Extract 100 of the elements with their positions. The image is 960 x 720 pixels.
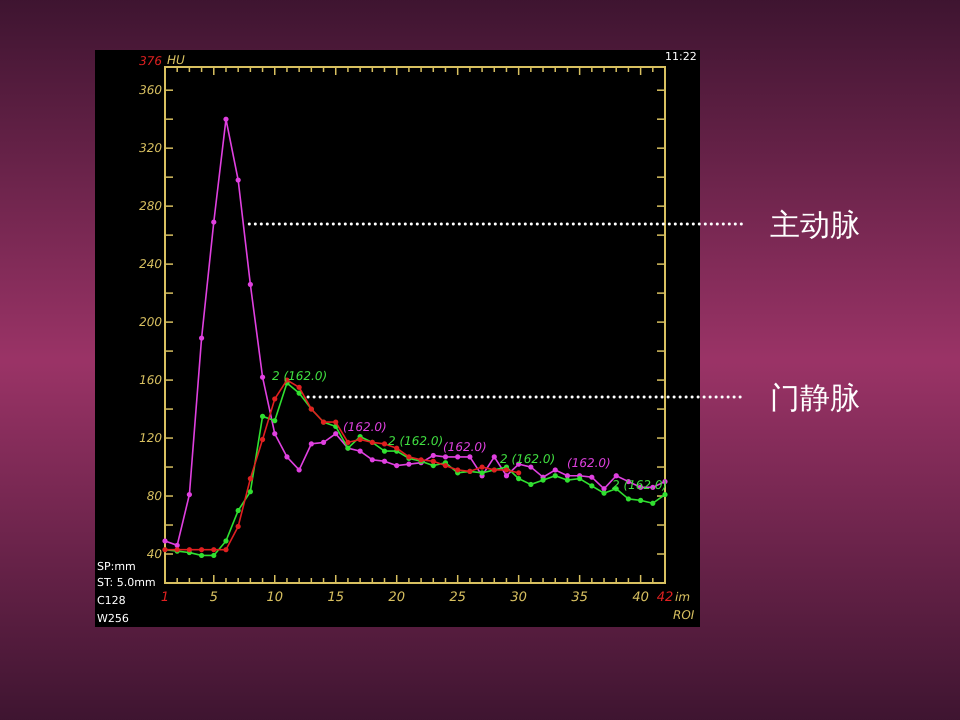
point xyxy=(540,477,546,483)
point xyxy=(638,498,644,503)
point xyxy=(186,492,192,498)
annotation: 2 (162.0) xyxy=(272,369,328,383)
point xyxy=(223,547,229,552)
point xyxy=(662,492,668,498)
point xyxy=(577,476,582,482)
point xyxy=(455,454,460,460)
point xyxy=(552,467,558,473)
point xyxy=(223,538,229,544)
x-tick-label: 1 xyxy=(160,590,170,605)
point xyxy=(358,436,363,442)
point xyxy=(614,473,619,478)
point xyxy=(248,476,253,482)
point xyxy=(626,496,632,502)
point xyxy=(308,441,314,446)
text: 11:22 xyxy=(665,50,697,63)
point xyxy=(370,457,375,462)
annotation: 2 (162.0) xyxy=(388,434,444,448)
text: SP:mm xyxy=(97,560,136,573)
point xyxy=(528,482,534,488)
annotation: (162.0) xyxy=(343,420,387,434)
point xyxy=(650,500,656,506)
y-axis-title: HU xyxy=(167,53,186,67)
y-tick-label: 360 xyxy=(139,83,162,98)
x-tick-label: 42 xyxy=(656,590,674,605)
point xyxy=(296,384,302,390)
point xyxy=(198,547,204,552)
point xyxy=(248,489,253,494)
x-tick-label: 15 xyxy=(327,590,344,605)
point xyxy=(516,470,522,476)
y-tick-label: 160 xyxy=(139,373,162,388)
y-tick-label: 120 xyxy=(139,431,162,446)
annotation: 2 (162.0) xyxy=(500,452,556,466)
x-tick-label: 30 xyxy=(510,590,527,605)
x-tick-label: 5 xyxy=(210,590,218,605)
point xyxy=(492,454,497,460)
point xyxy=(272,396,278,402)
text: ST: 5.0mm xyxy=(97,576,156,589)
point xyxy=(236,508,241,514)
point xyxy=(504,467,510,473)
point xyxy=(564,477,570,483)
point xyxy=(601,490,607,496)
y-tick-label: 200 xyxy=(139,315,162,330)
text: C128 xyxy=(97,594,126,607)
point xyxy=(467,454,472,460)
point xyxy=(236,524,241,530)
point xyxy=(430,458,436,464)
y-tick-label: 280 xyxy=(139,199,162,214)
point xyxy=(394,446,400,451)
point xyxy=(455,467,460,473)
text: W256 xyxy=(97,612,129,625)
point xyxy=(516,476,522,482)
point xyxy=(223,116,229,122)
point xyxy=(358,448,363,454)
point xyxy=(186,547,192,552)
point xyxy=(442,462,448,468)
y-tick-label: 80 xyxy=(146,489,162,504)
point xyxy=(198,335,204,341)
point xyxy=(504,473,510,478)
point xyxy=(272,418,278,424)
point xyxy=(198,552,204,558)
point xyxy=(382,441,388,446)
y-tick-label: 320 xyxy=(139,141,162,156)
x-tick-label: 25 xyxy=(449,590,466,605)
x-axis-title: im xyxy=(675,590,690,604)
text: 主动脉 xyxy=(770,208,860,243)
point xyxy=(382,458,388,464)
point xyxy=(394,462,400,468)
x-tick-label: 10 xyxy=(266,590,284,605)
point xyxy=(260,436,266,442)
point xyxy=(260,414,266,419)
point xyxy=(296,390,302,396)
x-tick-label: 20 xyxy=(388,590,405,605)
point xyxy=(589,483,594,488)
point xyxy=(272,431,278,436)
text: 门静脉 xyxy=(770,381,860,416)
y-tick-label: 376 xyxy=(139,54,162,68)
point xyxy=(406,462,412,467)
point xyxy=(442,454,448,460)
point xyxy=(211,547,216,552)
point xyxy=(552,473,558,478)
point xyxy=(430,452,436,458)
point xyxy=(333,431,338,436)
point xyxy=(236,177,241,183)
point xyxy=(248,282,253,288)
point xyxy=(162,538,168,544)
point xyxy=(296,467,302,473)
annotation: (162.0) xyxy=(567,456,611,470)
y-tick-label: 240 xyxy=(139,257,162,272)
annotation: (162.0) xyxy=(443,440,487,454)
y-tick-label: 40 xyxy=(146,547,162,562)
point xyxy=(284,454,290,460)
x-tick-label: 35 xyxy=(571,590,588,605)
point xyxy=(260,374,266,380)
point xyxy=(211,219,216,225)
point xyxy=(345,440,351,446)
point xyxy=(211,552,216,558)
text: ROI xyxy=(673,608,695,622)
point xyxy=(589,474,594,480)
